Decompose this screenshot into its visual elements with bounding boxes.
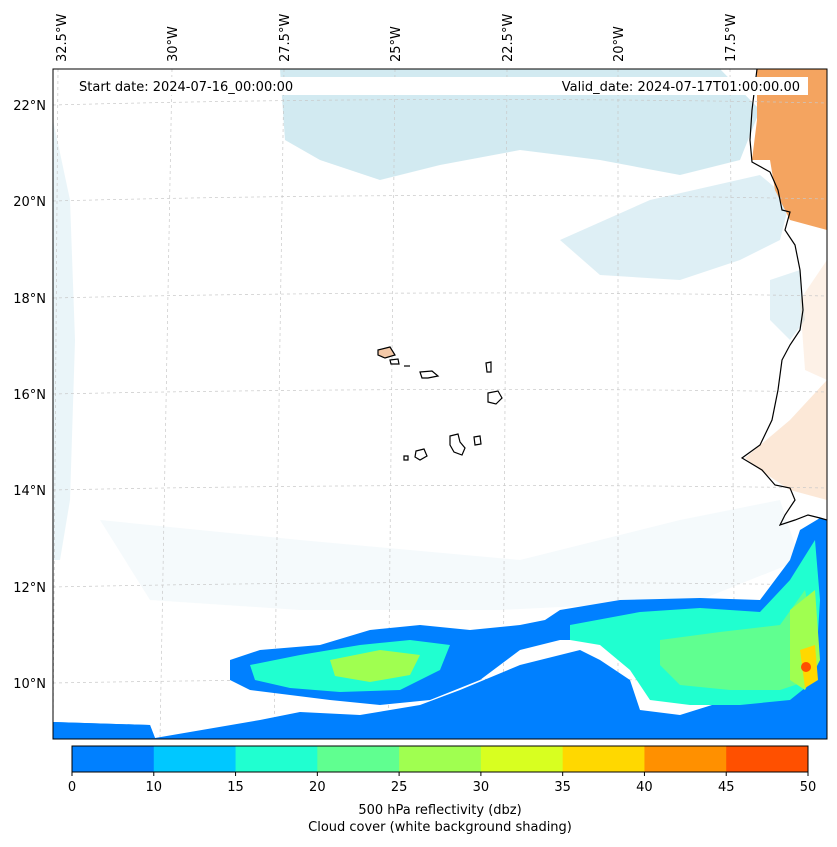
lat-label: 22°N xyxy=(13,99,46,114)
start-date-label: Start date: 2024-07-16_00:00:00 xyxy=(79,80,293,95)
colorbar-tick-label: 35 xyxy=(554,780,571,795)
latitude-labels: 22°N 20°N 18°N 16°N 14°N 12°N 10°N xyxy=(13,99,46,692)
lon-label: 20°W xyxy=(612,26,627,62)
lat-label: 16°N xyxy=(13,388,46,403)
info-box xyxy=(72,77,808,95)
colorbar-tick-label: 10 xyxy=(146,780,163,795)
lon-label: 30°W xyxy=(166,26,181,62)
colorbar-tick-label: 20 xyxy=(309,780,326,795)
lon-label: 27.5°W xyxy=(278,14,293,62)
colorbar-tick-label: 25 xyxy=(391,780,408,795)
colorbar-segment xyxy=(399,746,482,772)
colorbar-segment xyxy=(317,746,400,772)
lon-label: 32.5°W xyxy=(55,14,70,62)
colorbar-segment xyxy=(72,746,155,772)
colorbar-tick-label: 50 xyxy=(800,780,817,795)
colorbar-title: 500 hPa reflectivity (dbz) xyxy=(358,803,521,818)
longitude-labels: 32.5°W 30°W 27.5°W 25°W 22.5°W 20°W 17.5… xyxy=(55,14,739,62)
colorbar-segment xyxy=(726,746,809,772)
lat-label: 10°N xyxy=(13,677,46,692)
colorbar-segment xyxy=(235,746,318,772)
map-border xyxy=(52,68,828,740)
colorbar-tick-label: 45 xyxy=(718,780,735,795)
lon-label: 25°W xyxy=(389,26,404,62)
colorbar-tick-label: 15 xyxy=(227,780,244,795)
colorbar-border xyxy=(71,745,809,773)
colorbar-segment xyxy=(153,746,237,772)
lat-label: 20°N xyxy=(13,195,46,210)
lon-label: 22.5°W xyxy=(501,14,516,62)
colorbar: 0 10 15 20 25 30 35 40 45 50 xyxy=(68,745,817,795)
land-shading xyxy=(745,69,827,500)
lat-label: 18°N xyxy=(13,292,46,307)
colorbar-segment xyxy=(562,746,645,772)
colorbar-tick-label: 0 xyxy=(68,780,76,795)
colorbar-segment xyxy=(480,746,564,772)
colorbar-subtitle: Cloud cover (white background shading) xyxy=(308,820,572,835)
colorbar-tick-label: 40 xyxy=(636,780,653,795)
lon-label: 17.5°W xyxy=(724,14,739,62)
colorbar-segment xyxy=(644,746,727,772)
lat-label: 14°N xyxy=(13,484,46,499)
reflectivity-field xyxy=(53,518,827,739)
lat-label: 12°N xyxy=(13,581,46,596)
valid-date-label: Valid_date: 2024-07-17T01:00:00.00 xyxy=(562,80,800,95)
coastlines xyxy=(377,69,827,527)
colorbar-tick-label: 30 xyxy=(473,780,490,795)
